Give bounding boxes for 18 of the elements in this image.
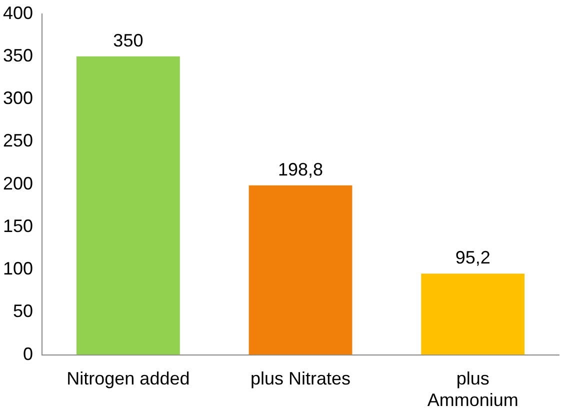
x-tick-label: plus Nitrates xyxy=(250,368,351,389)
y-tick-label: 350 xyxy=(2,45,34,66)
data-label: 95,2 xyxy=(455,248,490,268)
y-tick-label: 200 xyxy=(2,173,34,194)
y-tick-label: 300 xyxy=(2,88,34,108)
data-label: 198,8 xyxy=(278,159,324,180)
bar xyxy=(76,56,180,355)
y-tick-label: 0 xyxy=(23,344,34,364)
y-tick-label: 400 xyxy=(2,2,34,23)
data-label: 350 xyxy=(113,30,144,50)
bar xyxy=(421,274,525,355)
x-tick-label: Nitrogen added xyxy=(66,368,190,389)
x-tick-label: plus Ammonium xyxy=(427,368,518,410)
y-tick-label: 250 xyxy=(2,130,34,151)
y-tick-label: 150 xyxy=(2,216,34,236)
bar xyxy=(248,185,352,355)
y-tick-label: 50 xyxy=(13,301,34,322)
y-tick-label: 100 xyxy=(2,258,34,279)
